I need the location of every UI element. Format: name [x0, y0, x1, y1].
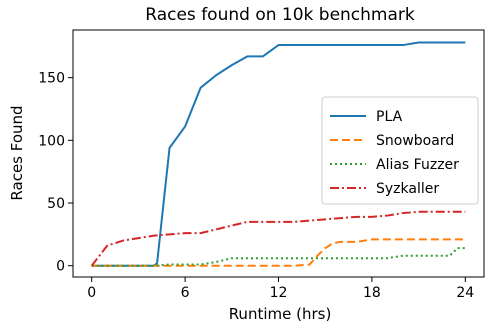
- x-tick-label: 6: [181, 285, 190, 301]
- legend-label: PLA: [376, 109, 403, 125]
- series-line-syzkaller: [90, 210, 466, 267]
- legend-label: Snowboard: [376, 133, 454, 149]
- chart-title: Races found on 10k benchmark: [145, 5, 415, 25]
- y-tick-label: 0: [56, 259, 65, 275]
- x-tick-label: 18: [363, 285, 381, 301]
- series-line-snowboard: [91, 238, 466, 267]
- legend-label: Alias Fuzzer: [376, 157, 459, 173]
- plot-area: 0 6 12 18 24 0 50 100 150: [38, 29, 485, 301]
- y-axis-ticks: 0 50 100 150: [38, 71, 73, 275]
- y-tick-label: 100: [38, 133, 65, 149]
- x-tick-label: 24: [456, 285, 474, 301]
- x-tick-label: 0: [87, 285, 96, 301]
- legend-entries: PLA Snowboard Alias Fuzzer Syzkaller: [330, 109, 459, 197]
- y-tick-label: 150: [38, 71, 65, 87]
- x-axis-label: Runtime (hrs): [229, 305, 332, 323]
- y-tick-label: 50: [47, 196, 65, 212]
- series-lines: [90, 41, 466, 267]
- x-axis-ticks: 0 6 12 18 24: [87, 277, 474, 301]
- legend-label: Syzkaller: [376, 181, 439, 197]
- series-line-pla: [91, 41, 466, 267]
- x-tick-label: 12: [270, 285, 288, 301]
- legend-box: [321, 96, 479, 205]
- y-axis-label: Races Found: [8, 105, 26, 200]
- series-line-alias-fuzzer: [91, 247, 466, 267]
- legend: PLA Snowboard Alias Fuzzer Syzkaller: [321, 96, 479, 205]
